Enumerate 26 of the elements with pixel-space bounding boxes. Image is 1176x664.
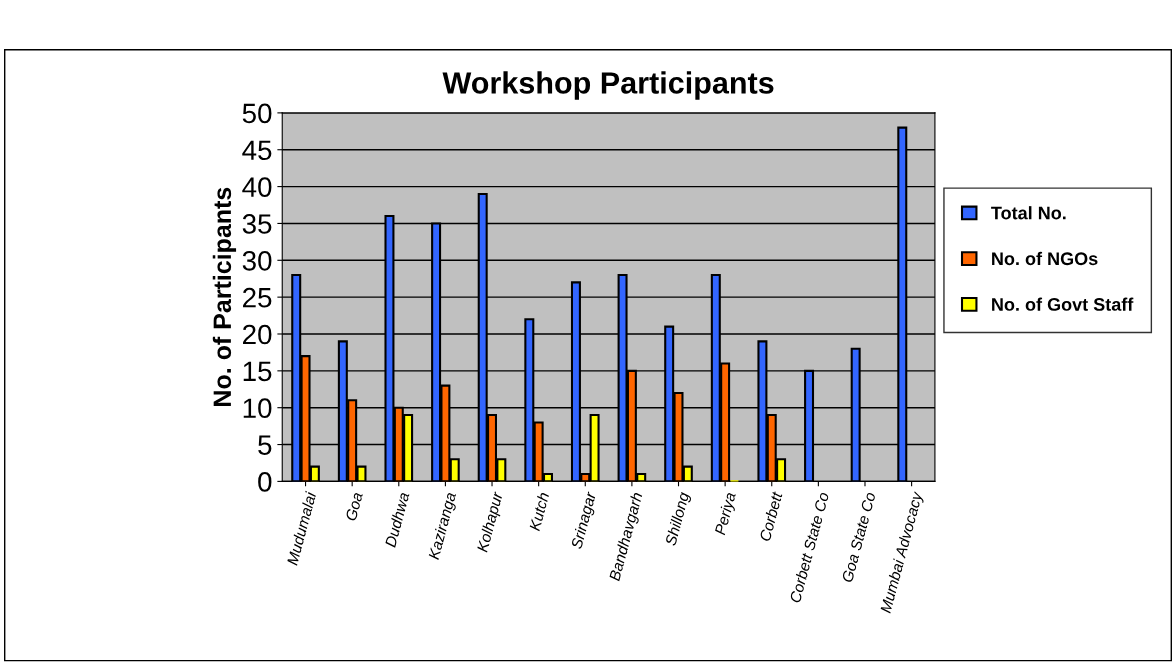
y-tick-label: 5	[258, 435, 272, 455]
y-tick-label: 15	[243, 361, 272, 382]
x-tick-label: Corbett State Co	[789, 491, 830, 604]
legend-label: No. of NGOs	[992, 251, 1098, 266]
y-tick-label: 10	[243, 398, 272, 419]
y-tick-label: 20	[243, 324, 272, 345]
x-tick-label: Corbett	[759, 490, 783, 542]
x-tick-label: Goa	[345, 491, 363, 522]
x-tick-label: Kutch	[528, 491, 550, 532]
legend-label: No. of Govt Staff	[992, 297, 1134, 311]
chart-title: Workshop Participants	[442, 71, 774, 100]
y-tick-label: 40	[242, 177, 272, 197]
y-tick-label: 35	[242, 214, 272, 234]
y-tick-label: 30	[242, 250, 272, 271]
y-tick-label: 25	[243, 287, 272, 308]
x-tick-label: Srinagar	[570, 490, 600, 551]
legend-label: Total No.	[991, 206, 1066, 220]
y-tick-label: 0	[258, 472, 272, 492]
x-tick-label: Dudhwa	[384, 491, 410, 548]
x-tick-label: Shillong	[664, 491, 693, 547]
x-tick-label: Periya	[714, 491, 739, 537]
x-tick-label: Kolhapur	[476, 490, 506, 554]
y-tick-label: 50	[242, 103, 272, 124]
y-tick-label: 45	[242, 140, 272, 161]
x-tick-label: Goa State Co	[841, 491, 876, 583]
y-axis-title: No. of Participants	[212, 187, 237, 406]
